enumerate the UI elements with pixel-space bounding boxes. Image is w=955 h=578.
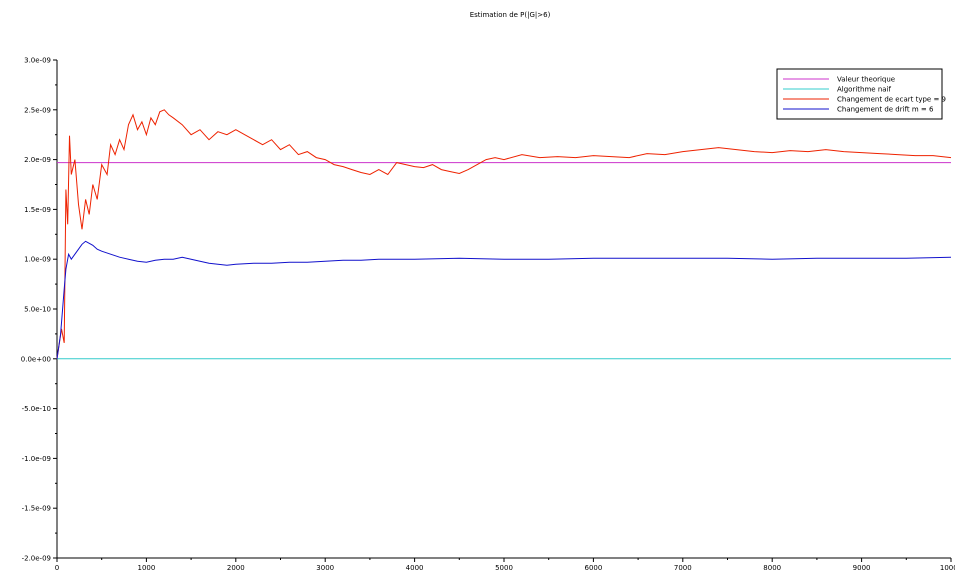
x-tick-label: 3000 [316,564,334,572]
legend-label: Changement de drift m = 6 [837,106,934,114]
y-tick-label: 2.5e-09 [24,106,51,114]
x-tick-label: 1000 [137,564,155,572]
x-tick-label: 7000 [674,564,692,572]
series-line-4 [56,240,952,359]
y-tick-label: -2.0e-09 [22,555,51,563]
y-tick-label: 5.0e-10 [24,306,51,314]
series-layer [56,109,952,360]
legend-label: Valeur theorique [837,76,895,84]
legend: Valeur theorique Algorithme naif Changemen… [776,68,946,120]
x-tick-label: 10000 [940,564,955,572]
x-tick-label: 8000 [763,564,781,572]
y-tick-label: -1.5e-09 [22,505,51,513]
legend-label: Changement de ecart type = 9 [837,96,946,104]
series-line-3 [56,109,952,359]
x-tick-label: 6000 [584,564,602,572]
x-tick-label: 9000 [853,564,871,572]
y-tick-label: -1.0e-09 [22,455,51,463]
y-tick-label: -5.0e-10 [22,405,51,413]
x-tick-label: 4000 [406,564,424,572]
y-tick-label: 2.0e-09 [24,156,51,164]
axes: -2.0e-09 -1.5e-09 -1.0e-09 -5.0e-10 0.0e+00 5… [21,57,955,573]
chart-title: Estimation de P(|G|>6) [470,11,551,19]
x-tick-label: 2000 [227,564,245,572]
legend-label: Algorithme naif [837,86,891,94]
y-tick-label: 1.5e-09 [24,206,51,214]
x-tick-label: 5000 [495,564,513,572]
legend-box [776,68,943,120]
y-tick-label: 1.0e-09 [24,256,51,264]
y-tick-label: 3.0e-09 [24,57,51,65]
y-tick-label: 0.0e+00 [21,355,51,363]
x-tick-label: 0 [55,564,59,572]
